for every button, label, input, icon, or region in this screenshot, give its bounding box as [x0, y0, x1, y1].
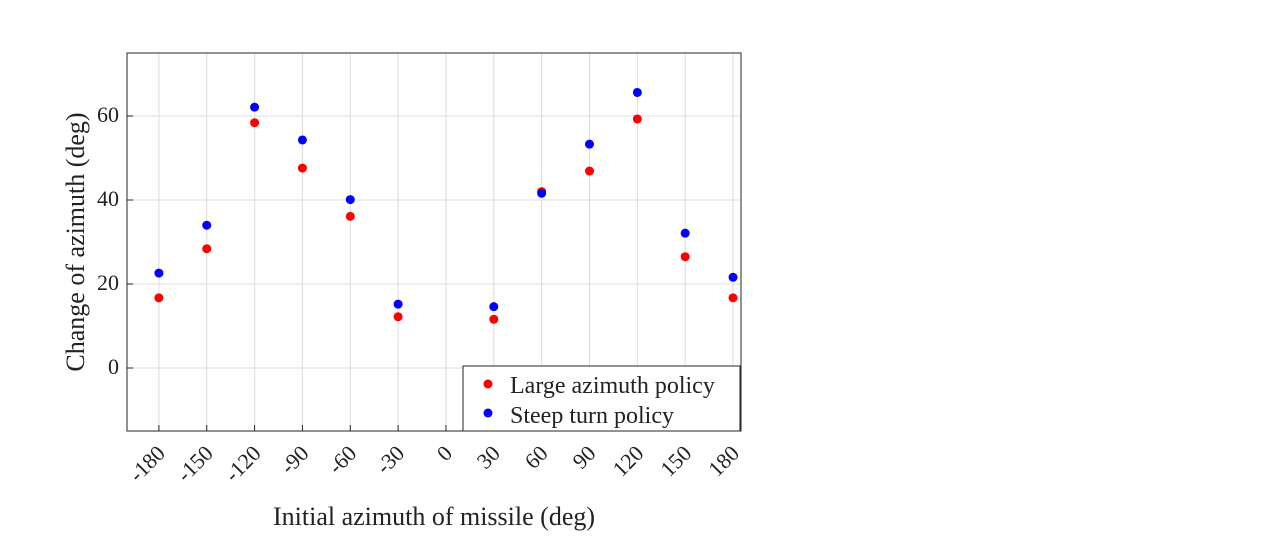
point-steep-turn-policy	[680, 228, 690, 238]
point-steep-turn-policy	[154, 268, 164, 278]
x-tick-label: -30	[371, 440, 409, 478]
point-large-azimuth-policy	[202, 244, 212, 254]
x-tick-label: 0	[432, 440, 457, 465]
data-points	[154, 87, 738, 324]
y-tick-label: 20	[97, 270, 119, 295]
plot-frame	[126, 52, 742, 432]
point-large-azimuth-policy	[680, 252, 690, 262]
x-axis-ticks: -180 -150 -120 -90 -60 -30 0 30 60 90 120 150 180	[124, 425, 744, 487]
x-tick-label: 60	[520, 440, 553, 473]
point-large-azimuth-policy	[584, 166, 594, 176]
point-large-azimuth-policy	[250, 118, 260, 128]
y-axis-ticks: 0 20 40 60	[97, 102, 133, 379]
point-large-azimuth-policy	[393, 312, 403, 322]
x-tick-label: 90	[567, 440, 600, 473]
point-steep-turn-policy	[537, 188, 547, 198]
point-steep-turn-policy	[393, 299, 403, 309]
y-tick-label: 40	[97, 186, 119, 211]
x-tick-label: 180	[703, 440, 744, 481]
legend-marker-large-azimuth	[483, 379, 493, 389]
legend: Large azimuth policy Steep turn policy	[462, 365, 741, 432]
legend-label-large-azimuth: Large azimuth policy	[510, 373, 715, 399]
legend-marker-steep-turn	[483, 408, 493, 418]
x-tick-label: -60	[323, 440, 361, 478]
x-tick-label: -150	[172, 440, 218, 486]
point-steep-turn-policy	[297, 135, 307, 145]
legend-label-steep-turn: Steep turn policy	[510, 403, 674, 429]
x-tick-label: 120	[607, 440, 648, 481]
point-steep-turn-policy	[489, 302, 499, 312]
x-axis-label: Initial azimuth of missile (deg)	[273, 502, 595, 531]
point-large-azimuth-policy	[345, 211, 355, 221]
point-steep-turn-policy	[250, 102, 260, 112]
x-tick-label: 150	[655, 440, 696, 481]
y-tick-label: 60	[97, 102, 119, 127]
y-axis-label: Change of azimuth (deg)	[61, 112, 90, 371]
point-steep-turn-policy	[728, 272, 738, 282]
point-steep-turn-policy	[202, 220, 212, 230]
point-steep-turn-policy	[632, 87, 642, 97]
point-steep-turn-policy	[584, 139, 594, 149]
x-tick-label: 30	[472, 440, 505, 473]
legend-box	[462, 365, 741, 432]
point-large-azimuth-policy	[489, 314, 499, 324]
point-large-azimuth-policy	[632, 114, 642, 124]
point-large-azimuth-policy	[297, 163, 307, 173]
point-large-azimuth-policy	[728, 293, 738, 303]
x-tick-label: -90	[275, 440, 313, 478]
y-tick-label: 0	[108, 354, 119, 379]
point-steep-turn-policy	[345, 195, 355, 205]
point-large-azimuth-policy	[154, 293, 164, 303]
x-tick-label: -120	[219, 440, 265, 486]
x-tick-label: -180	[124, 440, 170, 486]
